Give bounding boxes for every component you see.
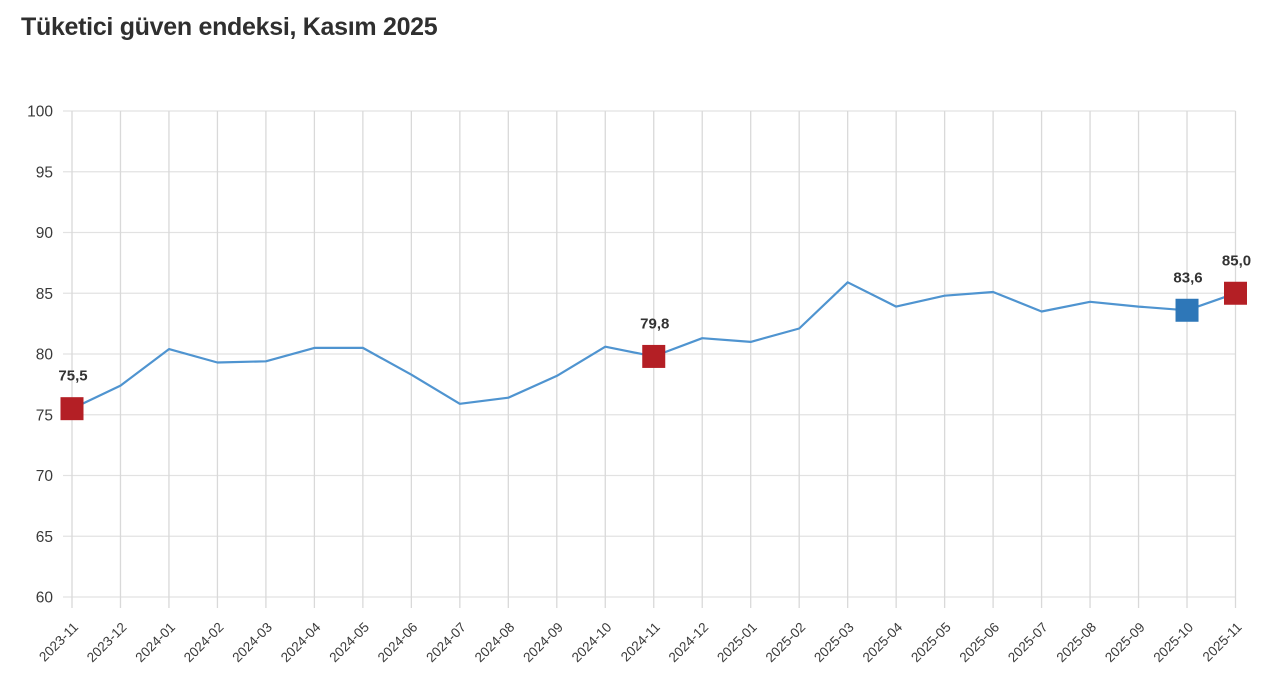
data-label-2024-11: 79,8 <box>640 315 669 332</box>
y-axis-tick-label: 60 <box>36 590 54 607</box>
x-axis-tick-label: 2024-02 <box>181 620 227 666</box>
x-axis-tick-label: 2024-09 <box>520 620 566 666</box>
x-axis-tick-label: 2025-10 <box>1151 620 1197 666</box>
y-axis-tick-label: 90 <box>36 225 54 242</box>
series-marker-2025-11[interactable] <box>1224 281 1247 305</box>
y-axis-tick-label: 70 <box>36 468 54 485</box>
x-axis-tick-label: 2024-12 <box>666 620 712 666</box>
y-axis-tick-label: 85 <box>36 286 53 303</box>
y-axis-tick-label: 95 <box>36 164 53 181</box>
y-axis-tick-label: 80 <box>36 347 54 364</box>
x-axis-tick-label: 2023-11 <box>36 620 81 665</box>
y-axis-tick-label: 100 <box>27 104 53 121</box>
x-axis-tick-label: 2024-06 <box>375 620 421 666</box>
x-axis-tick-label: 2024-10 <box>569 620 615 666</box>
x-axis-tick-label: 2024-05 <box>326 620 372 666</box>
x-axis-tick-label: 2023-12 <box>84 620 130 666</box>
x-axis-tick-label: 2025-01 <box>714 620 760 666</box>
x-axis-tick-label: 2025-09 <box>1102 620 1148 666</box>
x-axis-tick-label: 2024-08 <box>472 620 518 666</box>
x-axis-tick-label: 2025-05 <box>908 620 954 666</box>
x-axis-tick-label: 2025-02 <box>763 620 809 666</box>
y-axis-tick-label: 75 <box>36 407 53 424</box>
series-marker-2025-10[interactable] <box>1175 298 1199 322</box>
series-marker-2024-11[interactable] <box>642 344 666 368</box>
x-axis-tick-label: 2024-07 <box>423 620 469 666</box>
y-axis-tick-label: 65 <box>36 529 53 546</box>
x-axis-tick-label: 2024-01 <box>132 620 178 666</box>
x-axis-tick-label: 2024-04 <box>278 619 324 665</box>
x-axis-tick-label: 2025-06 <box>957 620 1003 666</box>
x-axis-tick-label: 2025-08 <box>1054 620 1100 666</box>
x-axis-tick-label: 2025-11 <box>1200 620 1245 665</box>
x-axis-tick-label: 2025-04 <box>860 619 906 665</box>
data-label-2023-11: 75,5 <box>58 368 87 385</box>
chart-title: Tüketici güven endeksi, Kasım 2025 <box>21 13 438 41</box>
x-axis-tick-label: 2024-11 <box>618 620 663 665</box>
x-axis-tick-label: 2025-07 <box>1005 620 1051 666</box>
data-label-2025-10: 83,6 <box>1173 269 1202 286</box>
x-axis-tick-label: 2024-03 <box>229 620 275 666</box>
data-label-2025-11: 85,0 <box>1222 252 1251 269</box>
series-marker-2023-11[interactable] <box>60 397 84 421</box>
x-axis-tick-label: 2025-03 <box>811 620 857 666</box>
